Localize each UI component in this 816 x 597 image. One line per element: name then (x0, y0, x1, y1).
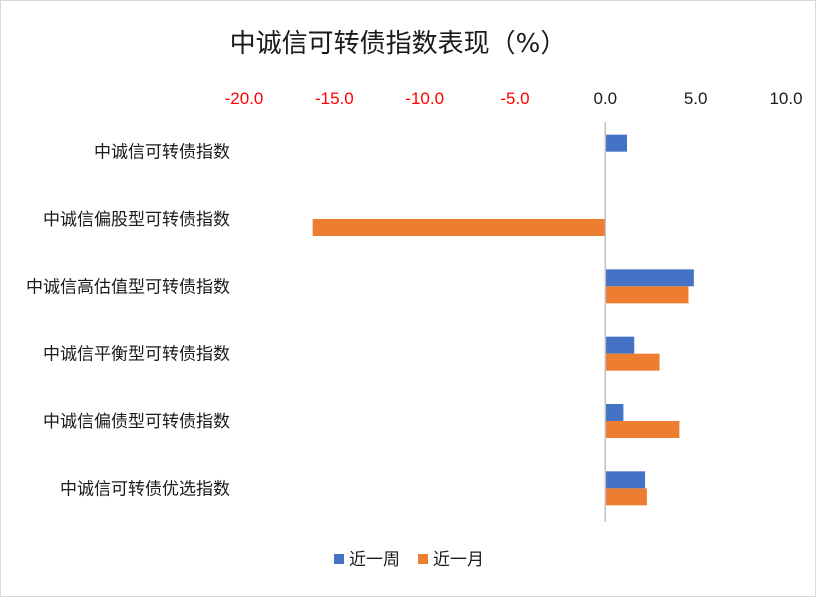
x-axis-ticks: -20.0 -15.0 -10.0 -5.0 0.0 5.0 10.0 (225, 89, 803, 108)
x-tick-label: 5.0 (684, 89, 708, 108)
category-label: 中诚信可转债优选指数 (60, 479, 230, 499)
x-tick-label: -20.0 (225, 89, 264, 108)
chart-title: 中诚信可转债指数表现（%） (230, 29, 567, 59)
legend-label-week: 近一周 (349, 550, 400, 570)
category-labels: 中诚信可转债指数中诚信偏股型可转债指数中诚信高估值型可转债指数中诚信平衡型可转债… (26, 143, 230, 500)
bars (312, 134, 694, 506)
legend-swatch-week (334, 554, 344, 564)
category-label: 中诚信偏股型可转债指数 (43, 210, 230, 230)
legend-swatch-month (418, 554, 428, 564)
bar-month (605, 286, 689, 304)
category-label: 中诚信可转债指数 (94, 143, 230, 163)
bar-week (605, 134, 628, 152)
bar-month (605, 421, 680, 438)
legend: 近一周 近一月 (334, 550, 484, 570)
category-label: 中诚信偏债型可转债指数 (43, 412, 230, 432)
bar-month (605, 353, 660, 371)
x-tick-label: -10.0 (405, 89, 444, 108)
bar-month (605, 488, 647, 506)
x-tick-label: 0.0 (594, 89, 618, 108)
category-label: 中诚信高估值型可转债指数 (26, 277, 230, 297)
x-tick-label: 10.0 (769, 89, 802, 108)
legend-label-month: 近一月 (433, 550, 484, 570)
category-label: 中诚信平衡型可转债指数 (43, 345, 230, 365)
bar-week (605, 269, 694, 287)
bar-month (312, 219, 606, 236)
bar-week (605, 404, 624, 421)
bar-week (605, 336, 635, 354)
x-tick-label: -5.0 (500, 89, 529, 108)
bar-week (605, 471, 646, 489)
x-tick-label: -15.0 (315, 89, 354, 108)
